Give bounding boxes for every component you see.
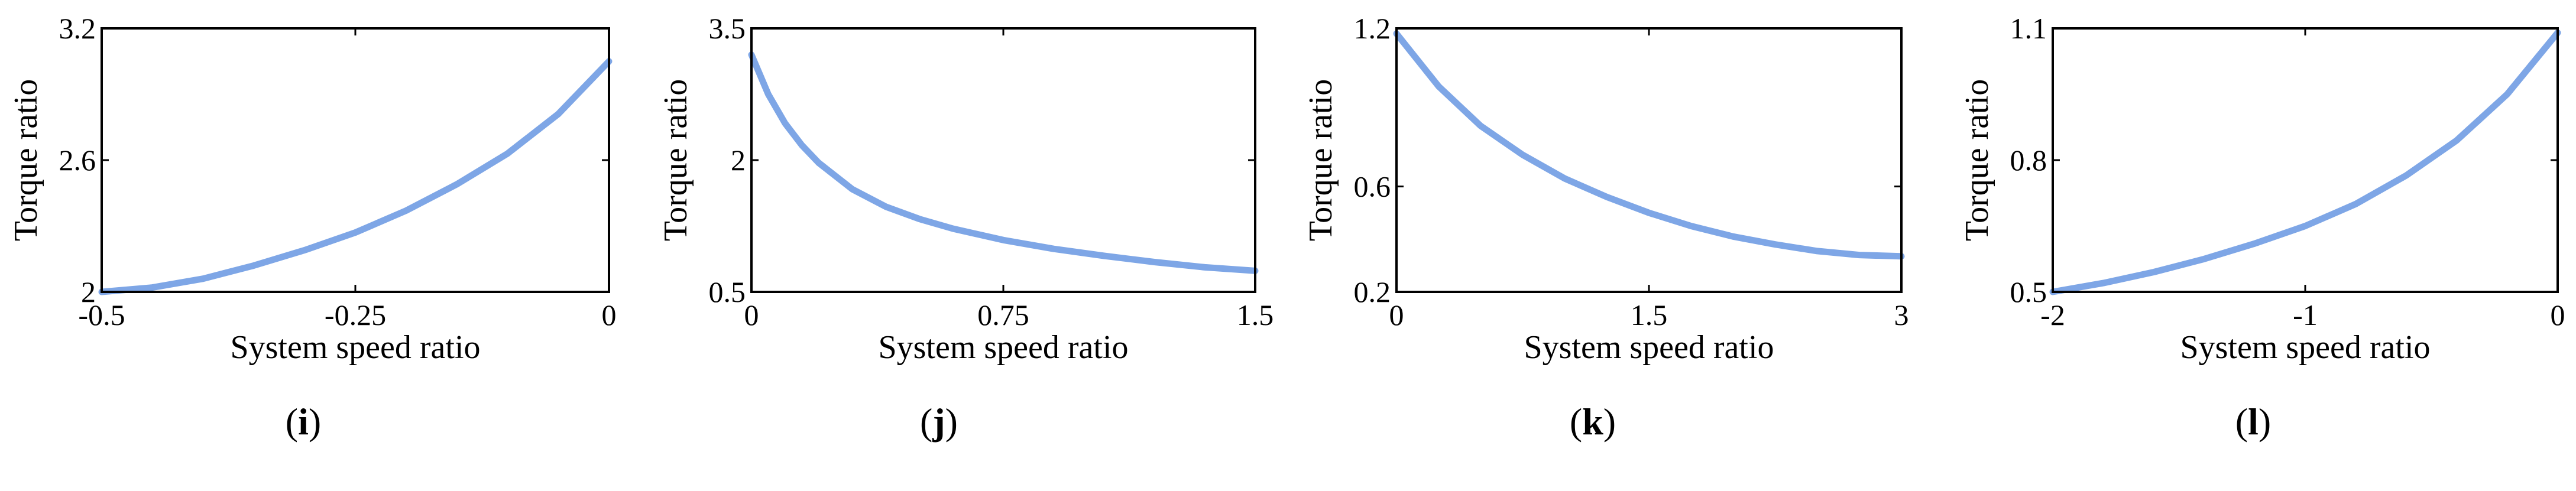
plot-frame <box>750 27 1256 293</box>
y-tick-label: 2.6 <box>59 144 96 177</box>
series-line <box>98 58 613 295</box>
x-tick-label: 3 <box>1894 298 1909 331</box>
panel-i: -0.5 -0.25 0 2 2.6 3.2 System speed ratio Torqu… <box>8 12 617 443</box>
y-tick-label: 2 <box>81 275 96 308</box>
series-line <box>748 51 1259 274</box>
x-tick-label: 1.5 <box>1631 298 1668 331</box>
y-axis-title: Torque ratio <box>1302 79 1339 241</box>
panel-k: 0 1.5 3 0.2 0.6 1.2 System speed ratio Torque r… <box>1302 12 1909 443</box>
y-tick-label: 0.5 <box>709 275 746 308</box>
x-axis-title: System speed ratio <box>878 329 1128 366</box>
x-tick-label: 1.5 <box>1237 298 1274 331</box>
series-line <box>1393 30 1905 260</box>
x-tick-label: 0 <box>744 298 759 331</box>
series-line <box>2049 29 2561 295</box>
y-tick-label: 2 <box>731 144 746 177</box>
y-tick-label: 0.5 <box>2010 275 2047 308</box>
x-tick-label: 0 <box>2551 298 2565 331</box>
y-axis-title: Torque ratio <box>8 79 44 241</box>
x-axis-title: System speed ratio <box>1524 329 1774 366</box>
plot-frame <box>101 27 610 293</box>
y-tick-label: 0.6 <box>1354 170 1391 203</box>
x-tick-label: 0 <box>602 298 617 331</box>
y-tick-label: 0.8 <box>2010 144 2047 177</box>
panel-l: -2 -1 0 0.5 0.8 1.1 System speed ratio Torque r… <box>1959 12 2565 443</box>
panel-j: 0 0.75 1.5 0.5 2 3.5 System speed ratio Torque … <box>657 12 1274 443</box>
x-tick-label: -0.5 <box>78 298 125 331</box>
panel-label: (j) <box>920 401 958 443</box>
x-tick-label: -2 <box>2040 298 2065 331</box>
panel-label: (i) <box>286 401 321 443</box>
y-tick-label: 1.2 <box>1354 12 1391 45</box>
panel-label: (k) <box>1570 401 1616 443</box>
y-tick-label: 3.5 <box>709 12 746 45</box>
x-tick-label: -0.25 <box>325 298 386 331</box>
x-axis-title: System speed ratio <box>2180 329 2430 366</box>
x-tick-label: 0.75 <box>977 298 1029 331</box>
x-tick-label: 0 <box>1389 298 1404 331</box>
x-tick-label: -1 <box>2293 298 2318 331</box>
y-axis-title: Torque ratio <box>1959 79 1995 241</box>
y-axis-title: Torque ratio <box>657 79 694 241</box>
plot-frame <box>2052 27 2559 293</box>
panel-label: (l) <box>2235 401 2271 443</box>
x-axis-title: System speed ratio <box>230 329 480 366</box>
y-tick-label: 0.2 <box>1354 275 1391 308</box>
y-tick-label: 1.1 <box>2010 12 2047 45</box>
y-tick-label: 3.2 <box>59 12 96 45</box>
